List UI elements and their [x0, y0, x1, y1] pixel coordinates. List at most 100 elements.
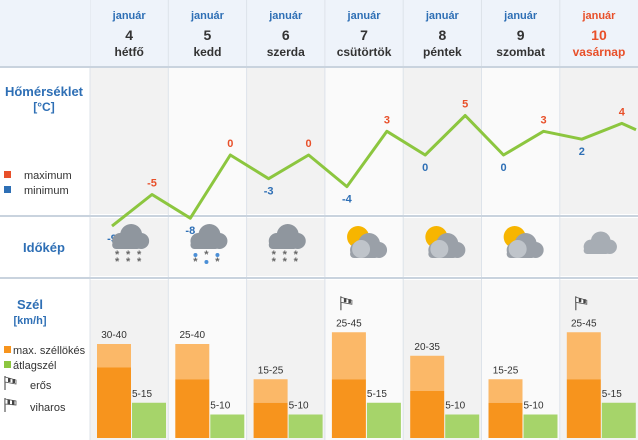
day-number-label: 6	[282, 27, 290, 43]
legend-strong-label: erős	[30, 380, 52, 392]
snowflake-icon: *	[137, 249, 142, 261]
gust-range-bar	[253, 379, 288, 403]
day-number-label: 8	[438, 27, 446, 43]
day-number-label: 4	[125, 27, 133, 43]
cloud-puff	[508, 240, 527, 258]
header-column-bg	[403, 0, 482, 66]
avg-wind-bar	[366, 402, 401, 438]
snowflake-icon: *	[115, 249, 120, 261]
cloud-base	[268, 241, 298, 249]
avg-wind-bar	[288, 414, 323, 438]
gust-value-label: 30-40	[101, 330, 127, 341]
gust-range-bar	[410, 355, 445, 391]
legend-gust-swatch	[4, 346, 11, 353]
gust-base-bar	[410, 391, 445, 438]
flag-stripe	[348, 299, 351, 304]
cloud-base	[583, 246, 610, 254]
gust-range-bar	[97, 344, 131, 368]
day-number-label: 5	[204, 27, 212, 43]
avg-value-label: 5-15	[367, 389, 387, 400]
day-weekday-label: hétfő	[114, 45, 143, 59]
day-weekday-label: szerda	[267, 45, 305, 59]
snowflake-icon: *	[272, 256, 277, 268]
cloud-puff	[352, 240, 371, 258]
max-temp-label: 5	[462, 99, 468, 111]
avg-wind-bar	[210, 414, 245, 438]
snowflake-icon: *	[193, 256, 198, 268]
day-weekday-label: szombat	[496, 45, 545, 59]
header-column-bg	[246, 0, 325, 66]
avg-wind-bar	[445, 414, 480, 438]
gust-base-bar	[97, 367, 131, 438]
strong-wind-icon	[4, 376, 17, 390]
legend-storm-label: viharos	[30, 402, 66, 414]
avg-wind-bar	[132, 402, 166, 438]
header-column-bg	[559, 0, 638, 66]
snowflake-icon: *	[272, 249, 277, 261]
temperature-unit: [°C]	[33, 100, 54, 114]
max-temp-label: 4	[619, 106, 626, 118]
avg-value-label: 5-10	[523, 401, 543, 412]
day-number-label: 10	[591, 27, 607, 43]
flag-stripe	[343, 298, 347, 303]
header-column-bg	[168, 0, 247, 66]
temp-column-bg	[559, 68, 638, 214]
gust-value-label: 15-25	[493, 365, 519, 376]
day-month-label: január	[190, 10, 225, 22]
legend-max-label: maximum	[24, 170, 72, 182]
cloud-base	[112, 241, 142, 249]
rain-drop	[204, 260, 209, 264]
flag-stripe	[578, 298, 582, 303]
day-month-label: január	[268, 10, 303, 22]
header-column-bg	[481, 0, 560, 66]
legend-gust-label: max. széllökés	[13, 345, 86, 357]
gust-base-bar	[566, 379, 601, 438]
avg-value-label: 5-10	[445, 401, 465, 412]
gust-value-label: 15-25	[258, 365, 284, 376]
gust-range-bar	[175, 344, 210, 380]
avg-value-label: 5-15	[602, 389, 622, 400]
cloud-base	[190, 241, 220, 249]
cloud-puff	[430, 240, 449, 258]
max-temp-label: 0	[306, 138, 312, 150]
max-temp-label: -5	[147, 178, 157, 190]
rain-drop	[193, 253, 198, 257]
day-month-label: január	[503, 10, 538, 22]
day-month-label: január	[425, 10, 460, 22]
legend-min-swatch	[4, 186, 11, 193]
day-month-label: január	[347, 10, 382, 22]
sleet-cloud-icon: * * *	[190, 224, 228, 268]
day-month-label: január	[112, 10, 147, 22]
gust-base-bar	[253, 402, 288, 438]
snowflake-icon: *	[137, 256, 142, 268]
min-temp-label: 2	[579, 146, 585, 158]
cloud-icon	[583, 231, 617, 254]
min-temp-label: -3	[264, 186, 274, 198]
header-column-bg	[90, 0, 169, 66]
gust-value-label: 25-45	[336, 318, 362, 329]
min-temp-label: -9	[107, 233, 117, 245]
gust-base-bar	[331, 379, 366, 438]
strong-wind-icon	[575, 296, 588, 311]
strong-wind-icon	[340, 296, 353, 311]
avg-wind-bar	[601, 402, 636, 438]
legend-avg-swatch	[4, 361, 11, 368]
snowflake-icon: *	[126, 256, 131, 268]
min-temp-label: 0	[500, 162, 506, 174]
avg-value-label: 5-15	[132, 389, 152, 400]
day-month-label: január	[581, 10, 616, 22]
legend-min-label: minimum	[24, 185, 69, 197]
snowflake-icon: *	[294, 249, 299, 261]
gust-base-bar	[175, 379, 210, 438]
storm-wind-icon	[4, 398, 17, 412]
min-temp-label: -4	[342, 194, 353, 206]
wind-unit: [km/h]	[14, 315, 47, 327]
temp-column-bg	[481, 68, 560, 214]
min-temp-label: -8	[185, 225, 195, 237]
gust-value-label: 25-45	[571, 318, 597, 329]
max-temp-label: 3	[540, 114, 546, 126]
partly-cloudy-icon	[347, 226, 388, 258]
snowflake-icon: *	[294, 256, 299, 268]
temperature-line	[111, 114, 637, 228]
year-cell-bg	[0, 0, 90, 66]
